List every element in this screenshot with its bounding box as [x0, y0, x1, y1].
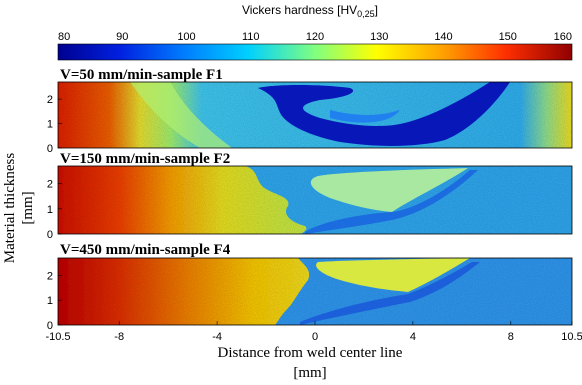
- x-tick-label: 8: [508, 331, 514, 343]
- x-tick-label: -8: [114, 331, 124, 343]
- panel-f4: V=450 mm/min-sample F4: [57, 242, 573, 326]
- colorbar-tick-label: 130: [370, 31, 388, 43]
- soft-zone-f1: [258, 82, 510, 146]
- colorbar-tick-labels: 80 90 100 110 120 130 140 150 160: [58, 31, 572, 43]
- colorbar-tick-label: 90: [116, 31, 128, 43]
- x-tick-label: 0: [312, 331, 318, 343]
- y-tick-label: 0: [47, 229, 53, 241]
- x-tick-label: 10.5: [561, 331, 582, 343]
- x-tick-label: -4: [212, 331, 222, 343]
- colorbar-tick-label: 120: [306, 31, 324, 43]
- y-tick-label: 1: [47, 119, 53, 131]
- panel-f1: V=50 mm/min-sample F1: [57, 67, 573, 149]
- x-axis-unit: [mm]: [293, 365, 326, 381]
- yellow-wedge-f4: [316, 258, 470, 292]
- y-tick-label: 1: [47, 204, 53, 216]
- green-wedge-f2: [310, 168, 468, 212]
- colorbar-tick-label: 160: [554, 31, 572, 43]
- y-tick-label: 1: [47, 295, 53, 307]
- x-axis-label: Distance from weld center line: [218, 345, 403, 361]
- colorbar-tick-label: 140: [434, 31, 452, 43]
- colorbar-tick-label: 100: [177, 31, 195, 43]
- x-tick-label: 4: [410, 331, 416, 343]
- panel-f2-title: V=150 mm/min-sample F2: [60, 151, 230, 167]
- colorbar-tick-label: 150: [499, 31, 517, 43]
- colorbar-tick-label: 110: [242, 31, 260, 43]
- y-tick-label: 2: [47, 270, 53, 282]
- colorbar-tick-label: 80: [58, 31, 70, 43]
- y-tick-label: 2: [47, 179, 53, 191]
- colorbar-title: Vickers hardness [HV0,25]: [242, 3, 378, 19]
- colorbar: [57, 43, 573, 61]
- y-tick-label: 0: [47, 320, 53, 332]
- y-tick-label: 2: [47, 94, 53, 106]
- y-axis-unit: [mm]: [20, 191, 36, 224]
- x-tick-label: -10.5: [45, 331, 70, 343]
- panel-f4-title: V=450 mm/min-sample F4: [60, 242, 231, 258]
- y-tick-label: 0: [47, 143, 53, 155]
- panel-f2: V=150 mm/min-sample F2: [57, 151, 573, 235]
- x-axis-ticks: -10.5 -8 -4 0 4 8 10.5: [45, 321, 582, 343]
- y-axis-label: Material thickness: [2, 153, 18, 264]
- panel-f1-title: V=50 mm/min-sample F1: [60, 67, 223, 83]
- y-axis-ticks: 0 1 2 0 1 2 0 1 2: [47, 94, 62, 332]
